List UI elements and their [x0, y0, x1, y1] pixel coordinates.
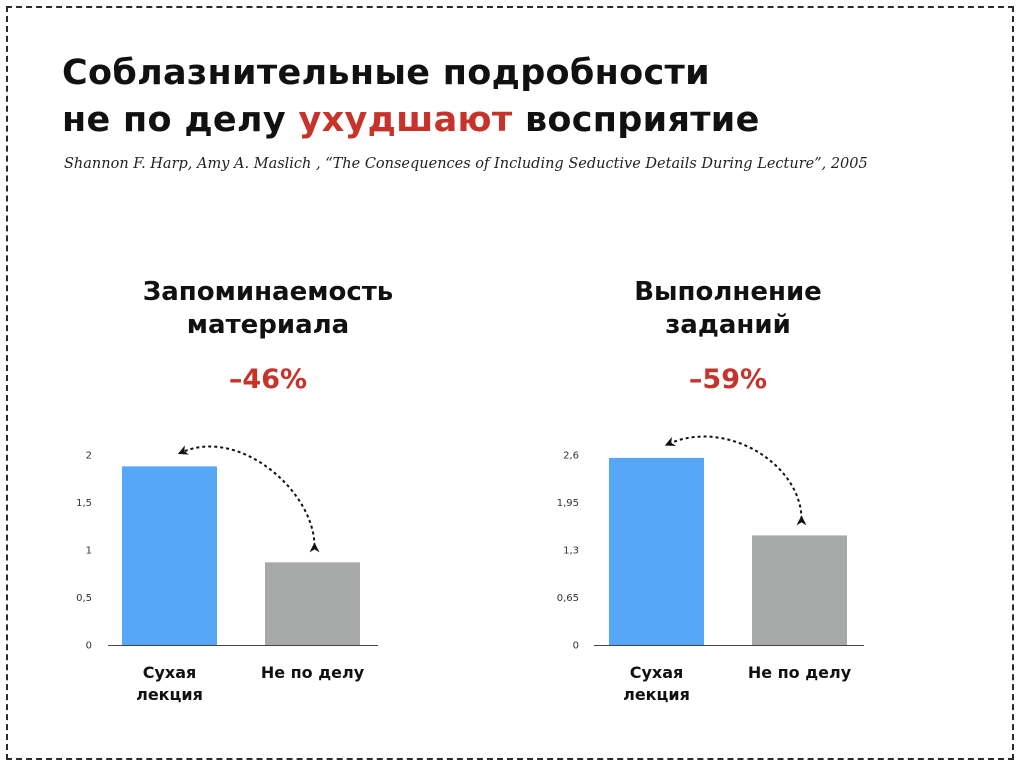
y-tick-label: 1,95 [557, 498, 579, 509]
slide-title: Соблазнительные подробности не по делу у… [62, 50, 760, 144]
y-tick-label: 0 [86, 641, 92, 652]
category-label: Сухая [143, 663, 197, 682]
bar [609, 457, 704, 645]
title-accent-word: ухудшают [298, 100, 513, 140]
bar [122, 466, 217, 645]
panel-2-title-line-2: заданий [665, 310, 791, 340]
chart-memorability: 0 0,5 1 1,5 2 Сухая лекция Не по делу [76, 445, 378, 704]
bar [265, 562, 360, 645]
panel-1-change-value: –46% [228, 364, 308, 395]
source-citation: Shannon F. Harp, Amy A. Maslich , “The C… [64, 156, 868, 172]
panel-1-title-line-1: Запоминаемость [142, 277, 394, 307]
y-tick-label: 1 [86, 546, 92, 557]
dashed-arrow-annotation [177, 445, 320, 553]
title-line-1: Соблазнительные подробности [62, 53, 710, 93]
y-tick-label: 1,5 [76, 498, 92, 509]
category-label: Не по делу [261, 663, 365, 682]
panel-2-title: Выполнение заданий [578, 276, 878, 342]
panel-2-change-value: –59% [688, 364, 768, 395]
y-tick-label: 1,3 [563, 546, 579, 557]
slide-frame [6, 6, 1014, 760]
title-line-2-end: восприятие [512, 100, 760, 140]
category-label: Не по делу [748, 663, 852, 682]
y-tick-label: 0,5 [76, 593, 92, 604]
panel-1-title-line-2: материала [186, 310, 350, 340]
title-line-2-start: не по делу [62, 100, 299, 140]
y-tick-label: 2 [86, 451, 92, 462]
chart-task-performance: 0 0,65 1,3 1,95 2,6 Сухая лекция Не по делу [557, 435, 864, 704]
bar [752, 535, 847, 645]
y-tick-label: 0 [573, 641, 579, 652]
category-label: лекция [623, 685, 690, 704]
dashed-arrow-annotation [664, 435, 807, 526]
category-label: лекция [136, 685, 203, 704]
y-tick-label: 0,65 [557, 593, 579, 604]
panel-1-title: Запоминаемость материала [118, 276, 418, 342]
category-label: Сухая [630, 663, 684, 682]
y-tick-label: 2,6 [563, 451, 579, 462]
panel-2-title-line-1: Выполнение [634, 277, 822, 307]
